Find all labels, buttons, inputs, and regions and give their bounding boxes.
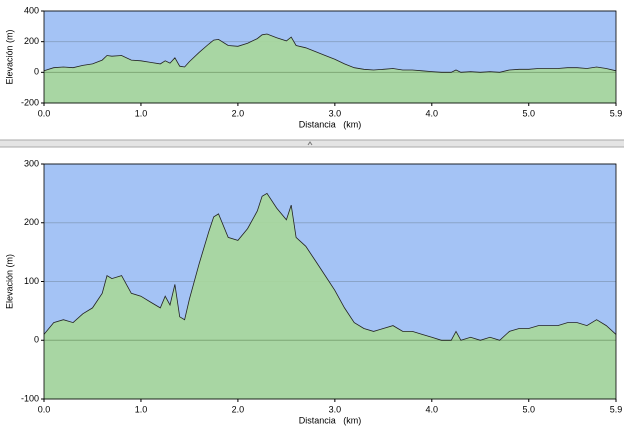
x-axis-label: Distancia (km) [299, 415, 362, 425]
elevation-line [43, 192, 617, 341]
elevation-line [43, 33, 617, 73]
x-tick-label: 2.0 [232, 108, 245, 118]
y-tick-label: 0 [34, 335, 39, 345]
splitter-handle [307, 141, 313, 146]
y-tick-label: 200 [24, 217, 39, 227]
x-tick-label: 4.0 [426, 108, 439, 118]
elevation-area [44, 34, 616, 103]
y-tick-label: 100 [24, 276, 39, 286]
x-tick-label: 5.0 [522, 404, 535, 414]
x-tick-label: 5.9 [610, 108, 623, 118]
y-tick-label: -200 [21, 97, 39, 107]
y-tick-label: 0 [34, 67, 39, 77]
y-axis-label: Elevación (m) [4, 254, 14, 309]
x-tick-label: 4.0 [426, 404, 439, 414]
x-tick-label: 1.0 [135, 404, 148, 414]
x-tick-label: 2.0 [232, 404, 245, 414]
x-tick-label: 3.0 [329, 108, 342, 118]
x-tick-label: 5.0 [522, 108, 535, 118]
x-tick-label: 5.9 [610, 404, 623, 414]
splitter[interactable] [0, 140, 624, 147]
y-tick-label: 400 [24, 5, 39, 15]
x-tick-label: 0.0 [38, 404, 51, 414]
elevation-area [44, 193, 616, 399]
x-axis-label: Distancia (km) [299, 119, 362, 129]
x-tick-label: 1.0 [135, 108, 148, 118]
y-axis-label: Elevación (m) [4, 29, 14, 84]
x-tick-label: 3.0 [329, 404, 342, 414]
y-tick-label: 200 [24, 36, 39, 46]
y-tick-label: -100 [21, 393, 39, 403]
x-tick-label: 0.0 [38, 108, 51, 118]
y-tick-label: 300 [24, 158, 39, 168]
plot-frame [43, 10, 617, 104]
plot-frame [43, 163, 617, 400]
